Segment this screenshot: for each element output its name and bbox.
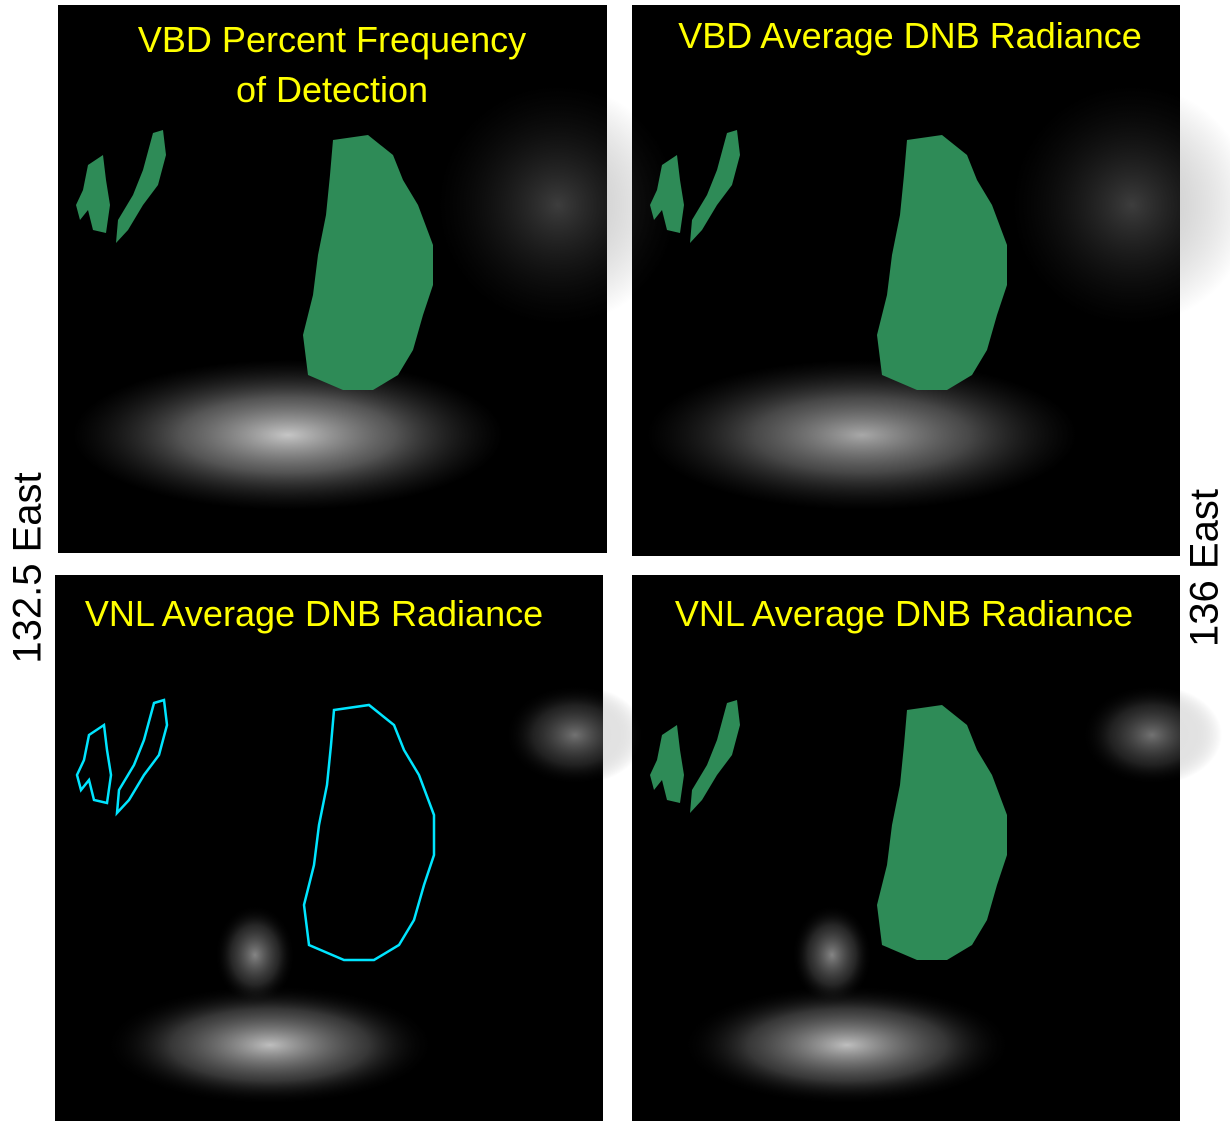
panel-title: VNL Average DNB Radiance	[85, 593, 543, 634]
panel-title: of Detection	[236, 69, 428, 110]
side-label-left: 132.5 East	[6, 472, 50, 663]
panel-title: VBD Percent Frequency	[138, 19, 526, 60]
side-label-right: 136 East	[1183, 489, 1227, 647]
figure: VBD Percent Frequency of Detection VBD A…	[0, 0, 1230, 1122]
panel-title: VBD Average DNB Radiance	[678, 15, 1142, 56]
panel-title: VNL Average DNB Radiance	[675, 593, 1133, 634]
